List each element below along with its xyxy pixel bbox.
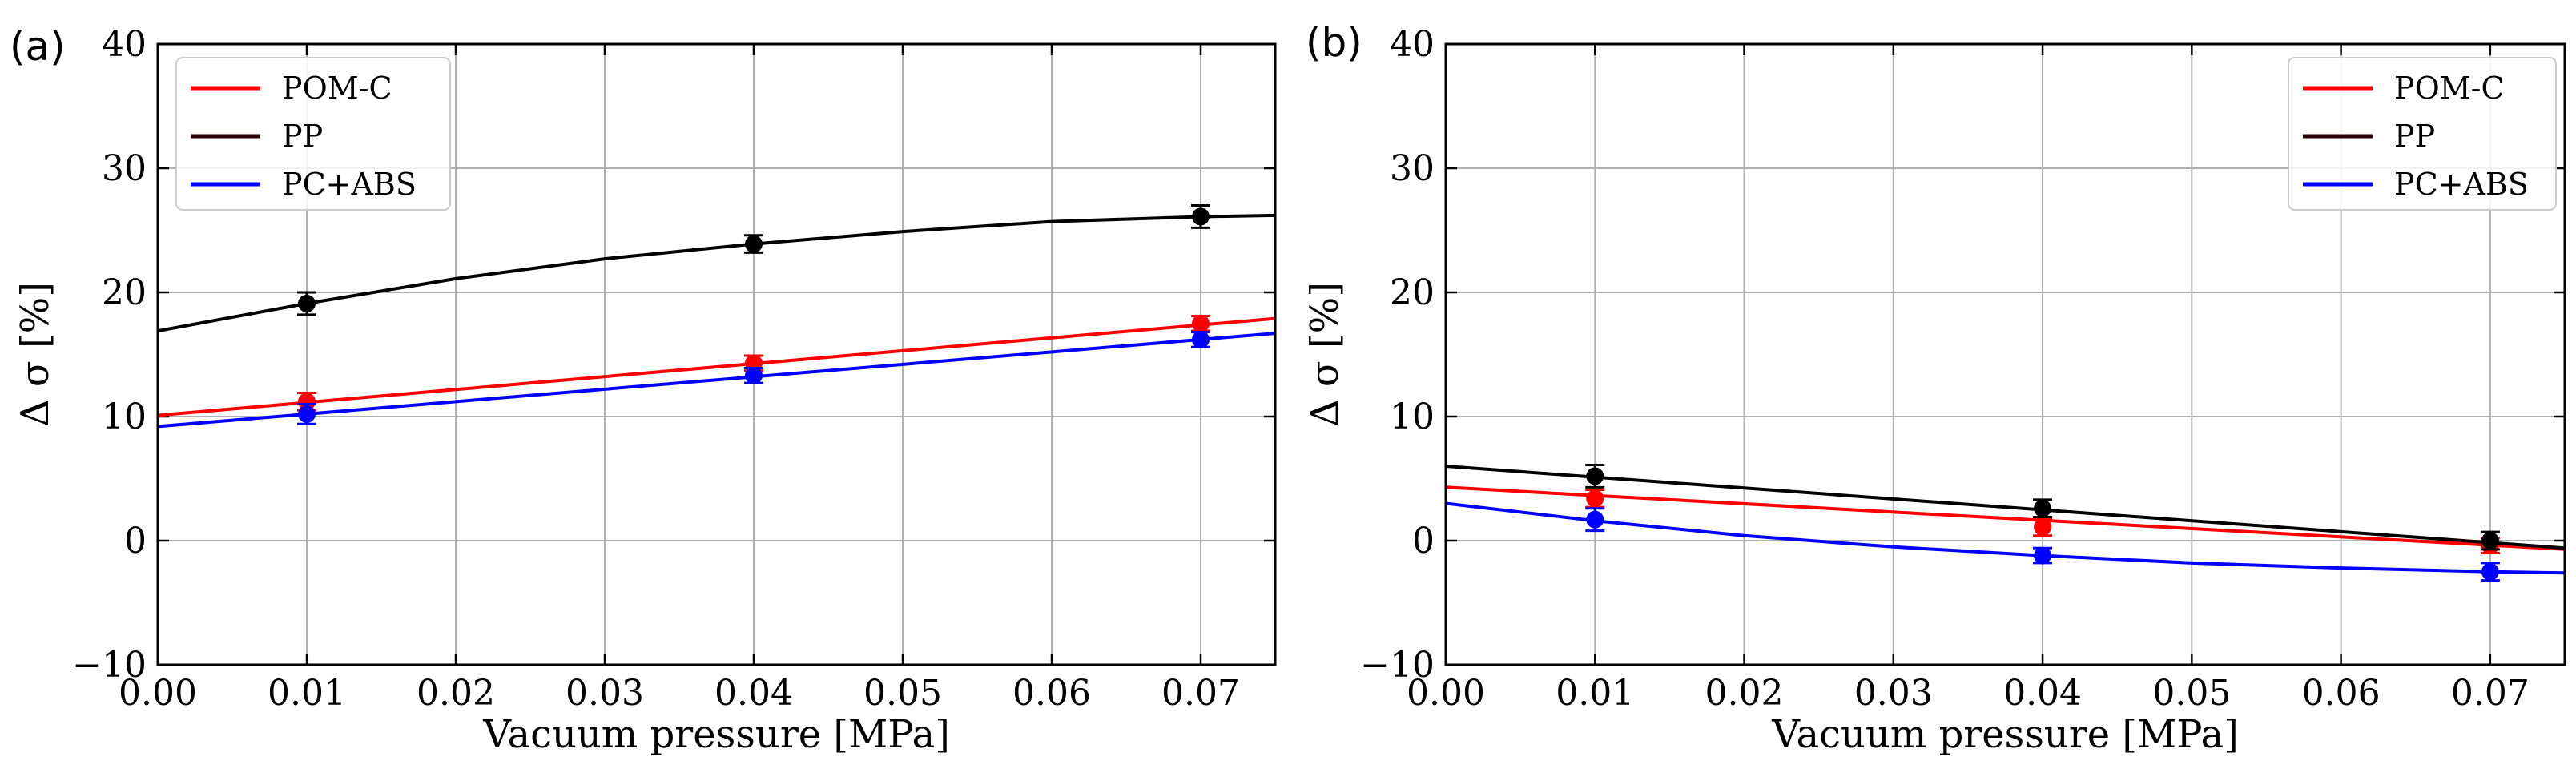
legend-item-pp: PP	[191, 119, 323, 154]
axes-frame	[156, 42, 1277, 666]
data-point	[1192, 330, 1210, 348]
panel-label: (a)	[10, 23, 66, 70]
fit-line-pom-c	[158, 316, 1275, 417]
x-tick-label: 0.03	[566, 673, 644, 714]
legend-item-pom-c: POM-C	[2303, 70, 2505, 106]
y-tick-label: 10	[1390, 397, 1435, 437]
legend-item-pc-abs: PC+ABS	[2303, 167, 2529, 202]
series-pp	[1446, 463, 2565, 551]
series-pp	[158, 204, 1275, 333]
legend-label: POM-C	[2394, 70, 2505, 106]
y-tick-label: 20	[1390, 272, 1435, 313]
data-point	[2034, 499, 2052, 517]
x-tick-label: 0.06	[2302, 673, 2381, 714]
x-tick-label: 0.07	[1161, 673, 1240, 714]
legend-item-pp: PP	[2303, 119, 2435, 154]
series-pc-abs	[1446, 501, 2565, 582]
fit-line-pp	[1446, 465, 2565, 550]
x-tick-label: 0.05	[2152, 673, 2231, 714]
y-tick-label: 30	[1390, 148, 1435, 189]
data-point	[298, 393, 316, 411]
x-tick-label: 0.01	[268, 673, 346, 714]
data-point	[298, 294, 316, 312]
panel-label: (b)	[1306, 19, 1362, 66]
legend-item-pom-c: POM-C	[191, 70, 392, 106]
x-tick-label: 0.01	[1556, 673, 1634, 714]
panel-b: 0.00 0.01 0.02 0.03 0.04 0.05 0.06 0.07 −10 0 10 20…	[1302, 19, 2566, 757]
y-tick-label: 40	[102, 24, 147, 65]
x-tick-label: 0.00	[1407, 673, 1485, 714]
legend-box	[2288, 57, 2557, 211]
panel-a: 0.00 0.01 0.02 0.03 0.04 0.05 0.06 0.07 −10 0 10 20…	[10, 23, 1277, 757]
x-tick-label: 0.03	[1854, 673, 1933, 714]
y-tick-label: −10	[72, 645, 147, 686]
legend-box	[175, 57, 451, 211]
x-tick-label: 0.07	[2451, 673, 2530, 714]
y-tick-label: 10	[102, 397, 147, 437]
y-tick-label: 30	[102, 148, 147, 189]
data-point	[2034, 546, 2052, 565]
legend-item-pc-abs: PC+ABS	[191, 167, 417, 202]
y-tick-label: 0	[124, 521, 147, 562]
series-pc-abs	[158, 330, 1275, 429]
x-tick-label: 0.02	[1705, 673, 1784, 714]
axes-frame	[1444, 42, 2566, 666]
y-tick-label: 40	[1390, 24, 1435, 65]
x-tick-label: 0.04	[2003, 673, 2082, 714]
fit-line-pom-c	[1446, 485, 2565, 551]
data-point	[1192, 207, 1210, 226]
x-tick-label: 0.06	[1012, 673, 1091, 714]
y-tick-label: 20	[102, 272, 147, 313]
fit-line-pc-abs	[158, 332, 1275, 429]
legend-label: PC+ABS	[2394, 167, 2529, 202]
legend: POM-C PP PC+ABS	[175, 57, 451, 211]
x-tick-label: 0.04	[714, 673, 793, 714]
x-tick-label: 0.05	[863, 673, 942, 714]
data-point	[745, 235, 763, 253]
x-axis-label: Vacuum pressure [MPa]	[1771, 712, 2239, 757]
y-axis-label: Δ σ [%]	[1302, 282, 1347, 427]
data-point	[1586, 467, 1604, 485]
x-tick-label: 0.02	[417, 673, 495, 714]
x-tick-label: 0.00	[119, 673, 197, 714]
legend-label: PP	[2394, 119, 2435, 154]
y-axis-label: Δ σ [%]	[13, 282, 58, 427]
data-point	[745, 366, 763, 384]
legend-label: PP	[282, 119, 323, 154]
data-point	[1586, 510, 1604, 529]
data-point	[2481, 562, 2499, 581]
legend-label: PC+ABS	[282, 167, 417, 202]
x-axis-label: Vacuum pressure [MPa]	[482, 712, 950, 757]
data-point	[2034, 517, 2052, 536]
legend: POM-C PP PC+ABS	[2288, 57, 2557, 211]
data-point	[298, 405, 316, 423]
data-point	[1192, 314, 1210, 332]
data-point	[1586, 489, 1604, 508]
y-tick-label: −10	[1360, 645, 1435, 686]
y-tick-label: 0	[1412, 521, 1435, 562]
legend-label: POM-C	[282, 70, 392, 106]
data-point	[2481, 532, 2499, 550]
